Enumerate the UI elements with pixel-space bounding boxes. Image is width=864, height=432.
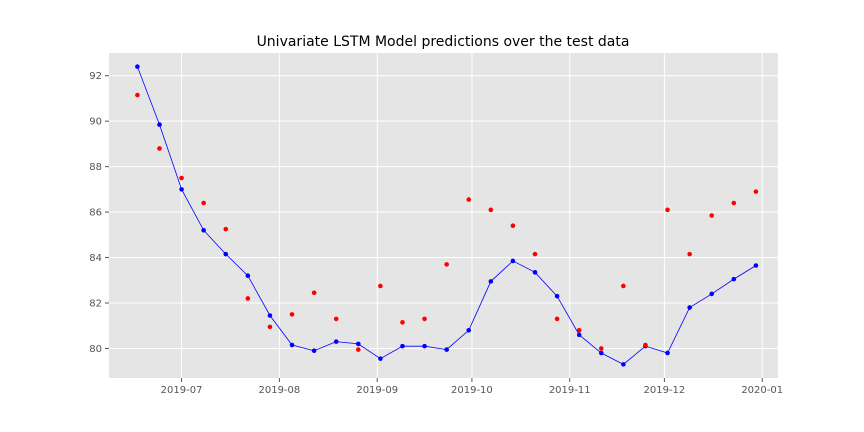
x-tick-label: 2019-09	[356, 385, 398, 396]
data-point	[665, 207, 670, 213]
data-point	[289, 342, 295, 348]
x-tick-label: 2019-08	[259, 385, 301, 396]
x-tick-label: 2019-12	[643, 385, 685, 396]
data-series	[135, 64, 759, 367]
data-point	[311, 348, 317, 354]
data-point	[709, 213, 715, 218]
x-tick-label: 2019-07	[161, 385, 203, 396]
y-tick-label: 92	[89, 71, 102, 82]
data-point	[422, 316, 427, 322]
data-point	[333, 339, 339, 344]
data-point	[201, 200, 206, 206]
data-point	[223, 251, 229, 257]
series-2	[135, 92, 759, 352]
data-point	[444, 262, 449, 267]
data-point	[554, 316, 560, 322]
data-point	[135, 64, 140, 69]
data-point	[621, 283, 626, 289]
x-tick-label: 2020-01	[741, 385, 783, 396]
data-point	[554, 293, 560, 299]
data-point	[731, 276, 737, 282]
data-point	[687, 305, 692, 310]
data-point	[488, 279, 494, 284]
data-point	[466, 327, 472, 333]
data-point	[289, 312, 295, 317]
data-point	[510, 258, 516, 264]
y-tick-label: 84	[89, 253, 102, 264]
data-point	[378, 356, 383, 361]
data-point	[532, 270, 538, 275]
y-tick-label: 90	[89, 117, 102, 128]
data-point	[532, 251, 538, 257]
data-point	[466, 197, 472, 202]
data-point	[400, 343, 405, 349]
data-point	[201, 227, 206, 233]
data-point	[576, 327, 582, 333]
data-point	[245, 296, 251, 301]
data-point	[753, 263, 759, 268]
data-point	[598, 346, 604, 351]
data-point	[157, 122, 162, 127]
data-point	[333, 316, 339, 322]
data-point	[444, 347, 449, 352]
data-point	[245, 273, 251, 279]
data-point	[355, 341, 361, 347]
data-point	[355, 347, 361, 352]
data-point	[223, 226, 229, 232]
data-point	[731, 200, 737, 206]
data-point	[422, 343, 427, 349]
data-point	[311, 290, 317, 296]
y-tick-label: 80	[89, 344, 102, 355]
x-tick-label: 2019-10	[451, 385, 493, 396]
data-point	[400, 320, 405, 325]
y-tick-label: 86	[89, 208, 102, 219]
data-point	[267, 324, 273, 330]
data-point	[135, 92, 140, 98]
data-point	[709, 291, 715, 297]
data-point	[598, 350, 604, 356]
data-point	[576, 332, 582, 338]
data-point	[179, 187, 184, 192]
data-point	[179, 175, 184, 181]
y-tick-label: 88	[89, 162, 102, 173]
data-point	[753, 189, 759, 194]
data-point	[488, 207, 494, 213]
plot-background	[109, 53, 778, 378]
data-point	[267, 313, 273, 318]
series-1	[135, 64, 759, 367]
y-tick-label: 82	[89, 299, 102, 310]
data-point	[687, 251, 692, 257]
data-point	[621, 362, 626, 367]
chart-title: Univariate LSTM Model predictions over t…	[257, 34, 630, 50]
data-point	[510, 223, 516, 229]
data-point	[665, 350, 670, 356]
data-point	[157, 146, 162, 151]
grid-lines	[109, 53, 778, 378]
data-point	[643, 342, 648, 348]
x-tick-label: 2019-11	[549, 385, 591, 396]
data-point	[378, 283, 383, 289]
axes: 80 82 84 86 88 90 92 2019-07 2019-08 2019-09 2019-…	[89, 71, 783, 396]
